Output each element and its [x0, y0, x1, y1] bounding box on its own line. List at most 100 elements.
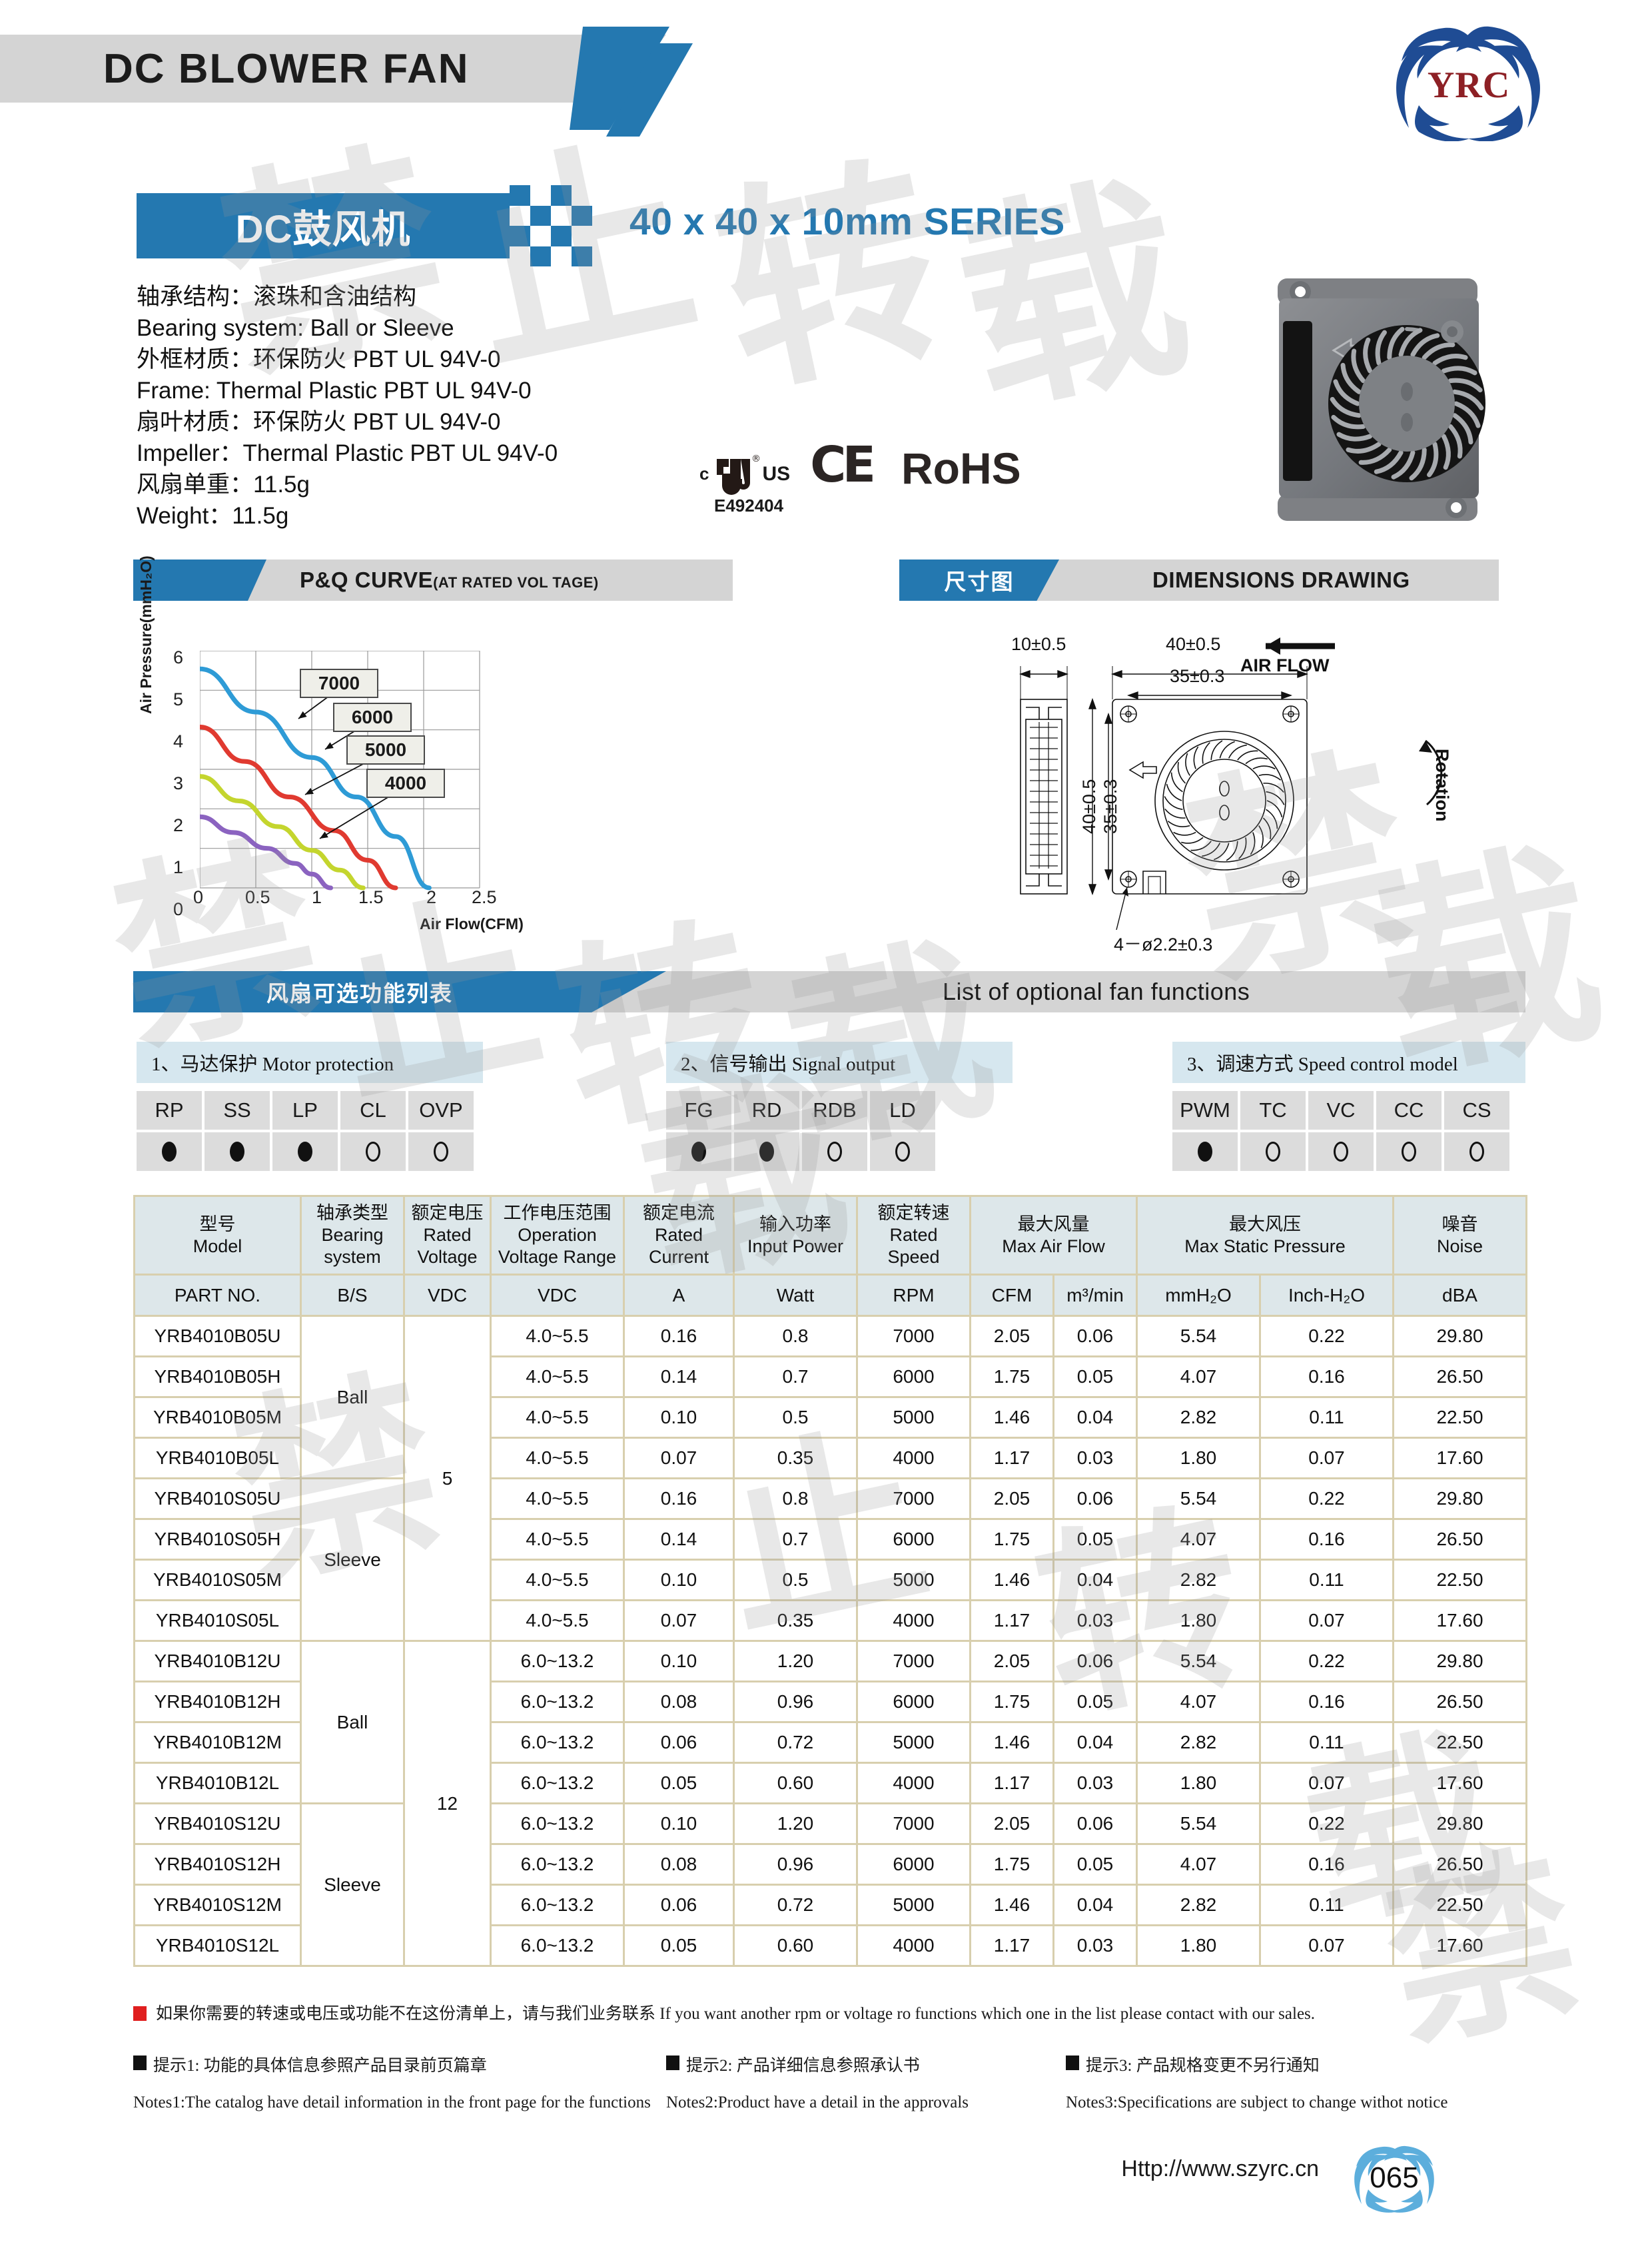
table-row[interactable]: YRB4010S05H 4.0~5.5 0.14 0.7 6000 1.75 0.05 4.0… — [133, 1518, 1528, 1561]
spec-item: 风扇单重：11.5g — [137, 472, 310, 498]
pq-curve-tag — [133, 560, 266, 601]
table-row[interactable]: YRB4010S12M 6.0~13.2 0.06 0.72 5000 1.46 0.04 2… — [133, 1884, 1528, 1926]
optional-function-cell-pwm[interactable]: PWM — [1172, 1091, 1238, 1171]
ul-file-number: E492404 — [714, 496, 784, 516]
chart-series-6000 — [200, 725, 398, 891]
cell-rated-speed: 6000 — [856, 1681, 971, 1723]
table-row[interactable]: YRB4010S12L 6.0~13.2 0.05 0.60 4000 1.17 0.03 1… — [133, 1924, 1528, 1967]
optional-function-cell-rd[interactable]: RD — [734, 1091, 799, 1171]
cell-rated-current: 0.08 — [623, 1681, 735, 1723]
th-rated-current: 额定电流 Rated Current — [623, 1195, 735, 1276]
black-square-bullet-icon — [666, 2055, 679, 2070]
page-number: 065 — [1370, 2161, 1419, 2194]
cell-operation-voltage-range: 4.0~5.5 — [490, 1477, 625, 1520]
cell-model: YRB4010S05H — [133, 1518, 302, 1561]
table-row[interactable]: YRB4010S05M 4.0~5.5 0.10 0.5 5000 1.46 0.04 2.8… — [133, 1559, 1528, 1601]
cell-operation-voltage-range: 6.0~13.2 — [490, 1924, 625, 1967]
air-flow-label: AIR FLOW — [1240, 655, 1330, 675]
ce-mark-icon: CE — [810, 436, 876, 494]
footer-note-en: Notes1:The catalog have detail informati… — [133, 2093, 651, 2111]
cell-noise: 17.60 — [1392, 1599, 1528, 1642]
section-bar-row: P&Q CURVE(AT RATED VOL TAGE) 尺寸图 DIMENSI… — [0, 560, 1652, 607]
cell-model: YRB4010S12U — [133, 1802, 302, 1845]
optional-function-cell-ovp[interactable]: OVP — [408, 1091, 474, 1171]
cell-noise: 17.60 — [1392, 1762, 1528, 1804]
dimensions-tag: 尺寸图 — [899, 560, 1059, 601]
optional-code-label: CC — [1376, 1091, 1442, 1130]
cell-static-pressure-inch: 0.16 — [1258, 1681, 1395, 1723]
optional-code-label: VC — [1308, 1091, 1374, 1130]
optional-function-cell-ss[interactable]: SS — [205, 1091, 270, 1171]
filled-circle-icon — [759, 1142, 774, 1162]
optional-function-cell-rdb[interactable]: RDB — [802, 1091, 867, 1171]
cell-input-power: 0.96 — [733, 1681, 858, 1723]
cell-rated-current: 0.10 — [623, 1559, 735, 1601]
cell-max-air-flow-m3: 0.05 — [1052, 1681, 1138, 1723]
table-row[interactable]: YRB4010B05L 4.0~5.5 0.07 0.35 4000 1.17 0.03 1.… — [133, 1437, 1528, 1479]
optional-function-cell-vc[interactable]: VC — [1308, 1091, 1374, 1171]
unit-dba: dBA — [1392, 1274, 1528, 1317]
cell-model: YRB4010S12M — [133, 1884, 302, 1926]
optional-function-cell-ld[interactable]: LD — [870, 1091, 935, 1171]
cell-rated-speed: 4000 — [856, 1437, 971, 1479]
table-row[interactable]: YRB4010B12H 6.0~13.2 0.08 0.96 6000 1.75 0.05 4… — [133, 1681, 1528, 1723]
specification-table-wrap: 型号 Model 轴承类型 Bearing system 额定电压 Rated … — [133, 1195, 1528, 1967]
table-row[interactable]: YRB4010B12M 6.0~13.2 0.06 0.72 5000 1.46 0.04 2… — [133, 1721, 1528, 1764]
optional-code-label: CL — [340, 1091, 406, 1130]
cell-static-pressure-mmh2o: 1.80 — [1136, 1437, 1261, 1479]
spec-list: 轴承结构：滚珠和含油结构 Bearing system: Ball or Sle… — [137, 281, 803, 532]
table-row[interactable]: YRB4010S05L 4.0~5.5 0.07 0.35 4000 1.17 0.03 1.… — [133, 1599, 1528, 1642]
chart-legend-5000: 5000 — [346, 735, 425, 765]
optional-availability-indicator — [137, 1132, 202, 1171]
checkerboard-decoration — [510, 185, 592, 266]
cell-operation-voltage-range: 6.0~13.2 — [490, 1802, 625, 1845]
optional-function-cell-tc[interactable]: TC — [1240, 1091, 1306, 1171]
table-row[interactable]: YRB4010B05U Ball 5 4.0~5.5 0.16 0.8 7000 2.05 0.… — [133, 1315, 1528, 1642]
optional-function-cell-cl[interactable]: CL — [340, 1091, 406, 1171]
optional-function-cell-lp[interactable]: LP — [272, 1091, 338, 1171]
table-row[interactable]: YRB4010B05M 4.0~5.5 0.10 0.5 5000 1.46 0.04 2.8… — [133, 1396, 1528, 1439]
th-noise: 噪音 Noise — [1392, 1195, 1528, 1276]
cell-noise: 17.60 — [1392, 1437, 1528, 1479]
table-row[interactable]: YRB4010B12U Ball 12 6.0~13.2 0.10 1.20 7000 2.0… — [133, 1640, 1528, 1967]
cell-input-power: 0.35 — [733, 1437, 858, 1479]
cell-input-power: 0.7 — [733, 1355, 858, 1398]
table-row[interactable]: YRB4010S12H 6.0~13.2 0.08 0.96 6000 1.75 0.05 4… — [133, 1843, 1528, 1886]
optional-availability-indicator — [1172, 1132, 1238, 1171]
page-header: DC BLOWER FAN YRC — [0, 0, 1652, 153]
optional-function-groups: 1、马达保护 Motor protection RP SS LP CL OVP 2、信号… — [0, 1042, 1652, 1171]
cell-rated-speed: 7000 — [856, 1802, 971, 1845]
cell-max-air-flow-cfm: 1.75 — [969, 1518, 1054, 1561]
height-outer-dimension: 40±0.5 — [1079, 779, 1099, 834]
table-row[interactable]: YRB4010B05H 4.0~5.5 0.14 0.7 6000 1.75 0.05 4.0… — [133, 1355, 1528, 1398]
cell-static-pressure-mmh2o: 5.54 — [1136, 1802, 1261, 1845]
optional-availability-indicator — [734, 1132, 799, 1171]
footer-main-note: 如果你需要的转速或电压或功能不在这份清单上，请与我们业务联系 If you wa… — [133, 2003, 1519, 2026]
cell-static-pressure-mmh2o: 1.80 — [1136, 1762, 1261, 1804]
chart-y-tick: 5 — [173, 689, 184, 709]
cell-max-air-flow-m3: 0.03 — [1052, 1924, 1138, 1967]
footer-note-en: Notes3:Specifications are subject to cha… — [1066, 2093, 1448, 2111]
website-url[interactable]: Http://www.szyrc.cn — [1121, 2156, 1319, 2181]
chart-x-tick: 2.5 — [472, 887, 497, 907]
cell-model: YRB4010S12L — [133, 1924, 302, 1967]
cell-noise: 26.50 — [1392, 1681, 1528, 1723]
chart-x-tick: 2 — [426, 887, 437, 907]
page-footer: 如果你需要的转速或电压或功能不在这份清单上，请与我们业务联系 If you wa… — [0, 2003, 1652, 2213]
cell-input-power: 0.60 — [733, 1924, 858, 1967]
logo-text: YRC — [1427, 65, 1511, 107]
dimension-drawing-svg — [1019, 637, 1443, 931]
cell-noise: 29.80 — [1392, 1640, 1528, 1682]
optional-function-cell-cc[interactable]: CC — [1376, 1091, 1442, 1171]
table-row[interactable]: YRB4010B12L 6.0~13.2 0.05 0.60 4000 1.17 0.03 1… — [133, 1762, 1528, 1804]
filled-circle-icon — [230, 1142, 244, 1162]
table-row[interactable]: YRB4010S05U Sleeve 4.0~5.5 0.16 0.8 7000 2.05 0… — [133, 1477, 1528, 1642]
optional-function-cell-fg[interactable]: FG — [666, 1091, 731, 1171]
cell-input-power: 0.35 — [733, 1599, 858, 1642]
optional-function-cell-rp[interactable]: RP — [137, 1091, 202, 1171]
cell-rated-speed: 7000 — [856, 1640, 971, 1682]
cell-model: YRB4010B12U — [133, 1640, 302, 1682]
footer-note-cn: 提示2: 产品详细信息参照承认书 — [686, 2057, 920, 2075]
optional-function-cell-cs[interactable]: CS — [1444, 1091, 1509, 1171]
table-row[interactable]: YRB4010S12U Sleeve 6.0~13.2 0.10 1.20 7000 2.0… — [133, 1802, 1528, 1967]
